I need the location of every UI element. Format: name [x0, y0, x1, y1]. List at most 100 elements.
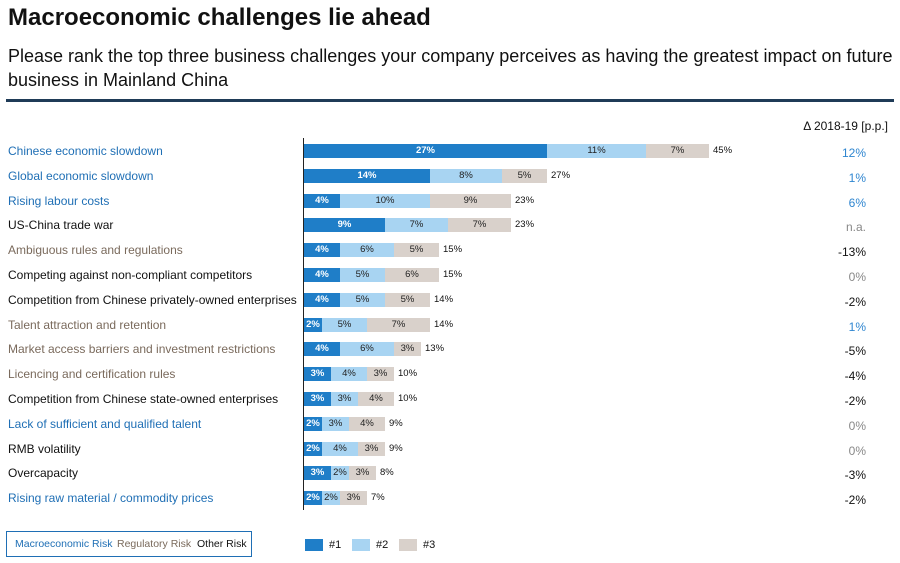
- bar-total-label: 14%: [434, 319, 454, 330]
- bar-segment-rank3: [385, 268, 439, 282]
- delta-value: -3%: [844, 468, 866, 482]
- bar-segment-rank1: [304, 243, 340, 257]
- bar-segment-label: 6%: [405, 269, 419, 280]
- bar-total-label: 15%: [443, 244, 463, 255]
- bar-segment-rank3: [349, 466, 376, 480]
- chart-subtitle: Please rank the top three business chall…: [8, 46, 893, 90]
- bar-segment-label: 6%: [360, 244, 374, 255]
- bar-segment-label: 9%: [463, 195, 478, 206]
- bar-segment-label: 4%: [315, 244, 329, 255]
- bar-segment-label: 11%: [587, 145, 606, 156]
- bar-segment-rank2: [331, 367, 367, 381]
- bar-segment-label: 8%: [459, 170, 473, 181]
- bar-segment-rank2: [340, 268, 385, 282]
- bar-segment-label: 9%: [337, 219, 352, 230]
- bar-segment-label: 3%: [310, 467, 325, 478]
- bar-segment-label: 10%: [375, 195, 395, 206]
- bar-segment-rank1: [304, 342, 340, 356]
- bar-segment-rank2: [322, 491, 340, 505]
- bar-segment-rank3: [385, 293, 430, 307]
- bar-segment-rank3: [340, 491, 367, 505]
- bar-segment-rank2: [331, 392, 358, 406]
- bar-segment-label: 3%: [364, 443, 379, 454]
- delta-value: -2%: [844, 295, 866, 309]
- row-label: Licencing and certification rules: [8, 367, 176, 381]
- bar-segment-rank3: [394, 342, 421, 356]
- row-label: RMB volatility: [8, 442, 81, 456]
- bar-segment-label: 4%: [315, 195, 329, 206]
- bar-total-label: 10%: [398, 393, 418, 404]
- bar-total-label: 15%: [443, 269, 463, 280]
- bar-segment-label: 2%: [306, 443, 320, 454]
- bar-segment-label: 5%: [337, 319, 352, 330]
- delta-value: 1%: [848, 171, 866, 185]
- bar-segment-rank3: [646, 144, 709, 158]
- bar-segment-rank3: [367, 367, 394, 381]
- bar-segment-rank3: [502, 169, 547, 183]
- row-label: Market access barriers and investment re…: [8, 342, 276, 356]
- delta-value: -5%: [844, 344, 866, 358]
- bar-segment-label: 4%: [315, 294, 329, 305]
- bar-segment-label: 3%: [355, 467, 370, 478]
- row-label: Competing against non-compliant competit…: [8, 268, 253, 282]
- bar-segment-label: 14%: [357, 170, 377, 181]
- bar-total-label: 10%: [398, 368, 418, 379]
- rank1-label: #1: [329, 539, 342, 551]
- chart-axis-line: [303, 138, 304, 510]
- bar-segment-rank1: [304, 218, 385, 232]
- row-label: Chinese economic slowdown: [8, 144, 163, 158]
- bar-total-label: 9%: [389, 418, 403, 429]
- bar-total-label: 9%: [389, 443, 403, 454]
- bar-segment-rank2: [430, 169, 502, 183]
- bar-segment-rank3: [448, 218, 511, 232]
- delta-value: n.a.: [845, 220, 866, 234]
- delta-value: -2%: [844, 394, 866, 408]
- bar-segment-label: 4%: [315, 343, 329, 354]
- bar-segment-label: 5%: [400, 294, 415, 305]
- bar-segment-rank1: [304, 194, 340, 208]
- bar-segment-label: 2%: [333, 467, 347, 478]
- bar-total-label: 23%: [515, 195, 535, 206]
- row-label: Rising labour costs: [8, 194, 110, 208]
- bar-segment-rank1: [304, 442, 322, 456]
- row-label: US-China trade war: [8, 218, 114, 232]
- bar-segment-rank1: [304, 367, 331, 381]
- bar-segment-rank3: [358, 392, 394, 406]
- bar-segment-label: 27%: [415, 145, 435, 156]
- row-label: Talent attraction and retention: [8, 318, 167, 332]
- delta-value: 1%: [848, 320, 866, 334]
- bar-segment-label: 5%: [409, 244, 424, 255]
- bar-segment-label: 5%: [355, 294, 370, 305]
- bar-segment-rank2: [547, 144, 646, 158]
- bar-segment-label: 3%: [346, 492, 361, 503]
- bar-segment-label: 7%: [670, 145, 685, 156]
- bar-segment-label: 4%: [333, 443, 347, 454]
- bar-segment-rank3: [358, 442, 385, 456]
- bar-segment-label: 2%: [306, 319, 320, 330]
- bar-segment-label: 3%: [337, 393, 352, 404]
- bar-segment-label: 4%: [342, 368, 356, 379]
- bar-segment-label: 2%: [324, 492, 338, 503]
- rank2-label: #2: [376, 539, 389, 551]
- title-divider: [6, 99, 894, 102]
- row-label: Competition from Chinese privately-owned…: [8, 293, 297, 307]
- bar-total-label: 14%: [434, 294, 454, 305]
- bar-segment-label: 7%: [409, 219, 424, 230]
- legend-regulatory: Regulatory Risk: [117, 538, 192, 550]
- bar-segment-rank3: [394, 243, 439, 257]
- delta-value: 6%: [848, 196, 866, 210]
- delta-value: 12%: [841, 146, 866, 160]
- bar-segment-rank2: [331, 466, 349, 480]
- bar-segment-rank1: [304, 293, 340, 307]
- bar-segment-rank2: [340, 194, 430, 208]
- bar-segment-label: 4%: [315, 269, 329, 280]
- page-title: Macroeconomic challenges lie ahead: [8, 4, 431, 31]
- bar-segment-label: 7%: [472, 219, 487, 230]
- bar-segment-label: 3%: [400, 343, 415, 354]
- bar-segment-label: 2%: [306, 418, 320, 429]
- rank3-label: #3: [423, 539, 436, 551]
- row-label: Ambiguous rules and regulations: [8, 243, 183, 257]
- bar-segment-label: 5%: [517, 170, 532, 181]
- bar-segment-rank1: [304, 417, 322, 431]
